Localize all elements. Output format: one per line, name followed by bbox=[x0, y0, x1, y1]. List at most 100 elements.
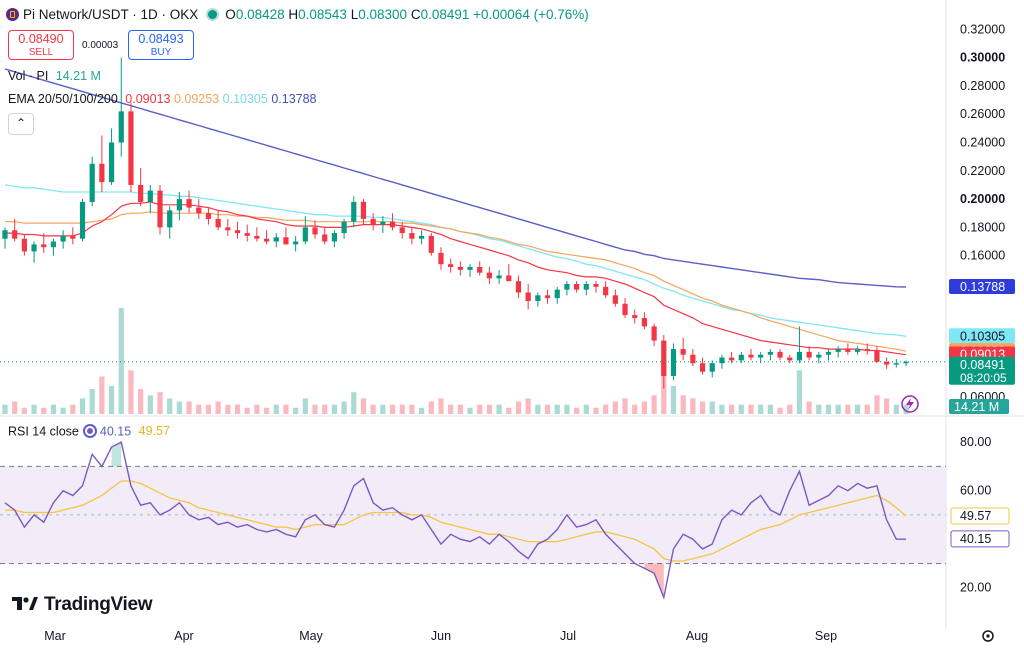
volume-bar bbox=[118, 308, 124, 414]
volume-bar bbox=[370, 404, 376, 414]
candle-body bbox=[903, 361, 909, 364]
candle-body bbox=[496, 275, 502, 279]
volume-bar bbox=[254, 404, 260, 414]
volume-bar bbox=[787, 404, 793, 414]
volume-bar bbox=[467, 407, 473, 414]
candle-body bbox=[370, 218, 376, 225]
last-price-label: 0.08491 bbox=[960, 358, 1005, 372]
candle-body bbox=[845, 349, 851, 352]
volume-legend[interactable]: Vol · PI 14.21 M bbox=[8, 69, 101, 83]
candle-body bbox=[21, 238, 27, 252]
indicator-settings-icon[interactable] bbox=[82, 424, 97, 438]
volume-bar bbox=[283, 404, 289, 414]
price-tick-label: 0.30000 bbox=[960, 51, 1005, 65]
volume-bar bbox=[777, 407, 783, 414]
volume-bar bbox=[835, 404, 841, 414]
buy-button[interactable]: 0.08493 BUY bbox=[128, 30, 194, 60]
volume-bar bbox=[157, 392, 163, 414]
volume-bar bbox=[893, 404, 899, 414]
candle-body bbox=[690, 354, 696, 364]
volume-bar bbox=[351, 392, 357, 414]
candle-body bbox=[428, 235, 434, 253]
ema200-price-label-bg bbox=[949, 278, 1015, 294]
volume-bar bbox=[641, 401, 648, 414]
settings-gear-center-icon bbox=[986, 634, 990, 638]
volume-bar bbox=[215, 401, 221, 414]
month-tick-label: Sep bbox=[815, 629, 837, 643]
ema100-price-label: 0.10305 bbox=[960, 329, 1005, 343]
volume-bar bbox=[632, 404, 638, 414]
rsi-ma-legend-value: 49.57 bbox=[138, 424, 170, 439]
volume-bar bbox=[506, 407, 512, 414]
candle-body bbox=[147, 190, 153, 202]
volume-bar bbox=[138, 389, 144, 414]
candle-body bbox=[632, 315, 638, 318]
candle-body bbox=[612, 295, 618, 304]
volume-bar bbox=[302, 398, 308, 414]
candle-body bbox=[138, 184, 144, 202]
volume-bar bbox=[719, 404, 725, 414]
candle-body bbox=[244, 233, 250, 236]
volume-bar bbox=[816, 404, 822, 414]
candle-body bbox=[670, 349, 677, 376]
rsi-legend[interactable]: RSI 14 close 40.15 49.57 bbox=[8, 424, 170, 440]
close-label: C bbox=[410, 7, 421, 22]
candle-body bbox=[341, 221, 347, 234]
rsi-band bbox=[0, 466, 946, 564]
volume-bar bbox=[205, 404, 212, 414]
volume-bar bbox=[234, 404, 241, 414]
volume-bar bbox=[477, 404, 483, 414]
volume-bar bbox=[273, 404, 279, 414]
settings-gear-icon bbox=[982, 630, 994, 642]
ema-legend[interactable]: EMA 20/50/100/200 0.09013 0.09253 0.1030… bbox=[8, 92, 317, 106]
volume-bar bbox=[670, 385, 677, 414]
candle-body bbox=[816, 354, 822, 358]
rsi-line bbox=[4, 441, 906, 600]
ema-legend-label: EMA 20/50/100/200 bbox=[8, 92, 118, 106]
rsi-axis-label-bg bbox=[950, 530, 1010, 548]
volume-bar bbox=[748, 404, 754, 414]
month-tick-label: Mar bbox=[44, 629, 66, 643]
candle-body bbox=[641, 317, 648, 327]
bar-countdown-label: 08:20:05 bbox=[960, 371, 1007, 385]
ema20-value: 0.09013 bbox=[125, 92, 171, 106]
sell-button[interactable]: 0.08490 SELL bbox=[8, 30, 74, 60]
candle-body bbox=[167, 210, 173, 228]
open-label: O bbox=[225, 7, 236, 22]
volume-bar bbox=[825, 404, 832, 414]
candle-body bbox=[31, 244, 37, 252]
candle-body bbox=[215, 218, 221, 228]
candle-body bbox=[118, 111, 124, 143]
volume-bar bbox=[845, 404, 851, 414]
volume-bar bbox=[89, 389, 95, 414]
candle-body bbox=[108, 142, 115, 183]
collapse-legend-button[interactable]: ⌃ bbox=[8, 113, 34, 135]
volume-bar bbox=[167, 398, 173, 414]
volume-bar bbox=[903, 404, 909, 414]
candle-body bbox=[60, 235, 66, 242]
buy-label: BUY bbox=[150, 47, 172, 58]
volume-bar bbox=[2, 404, 8, 414]
volume-bar bbox=[331, 404, 337, 414]
alert-lightning-icon bbox=[901, 395, 919, 413]
candle-body bbox=[322, 234, 328, 242]
volume-legend-label: Vol · PI bbox=[8, 69, 49, 83]
volume-legend-value: 14.21 M bbox=[55, 69, 101, 83]
candle-body bbox=[719, 357, 725, 364]
volume-bar bbox=[31, 404, 37, 414]
candle-body bbox=[787, 357, 793, 361]
symbol-title[interactable]: Pi Network/USDT · 1D · OKX bbox=[23, 7, 199, 22]
candle-body bbox=[331, 233, 337, 242]
candle-body bbox=[699, 363, 706, 372]
ema200-value: 0.13788 bbox=[271, 92, 317, 106]
symbol-legend: Pi Network/USDT · 1D · OKX O0.08428 H0.08… bbox=[6, 7, 589, 23]
candle-body bbox=[283, 237, 289, 245]
volume-bar bbox=[389, 404, 396, 414]
low-label: L bbox=[350, 7, 359, 22]
candle-body bbox=[835, 349, 841, 352]
price-tick-label: 0.28000 bbox=[960, 79, 1005, 93]
rsi-legend-value: 40.15 bbox=[99, 424, 132, 439]
change-value: +0.00064 (+0.76%) bbox=[473, 7, 589, 22]
volume-bar bbox=[70, 404, 76, 414]
